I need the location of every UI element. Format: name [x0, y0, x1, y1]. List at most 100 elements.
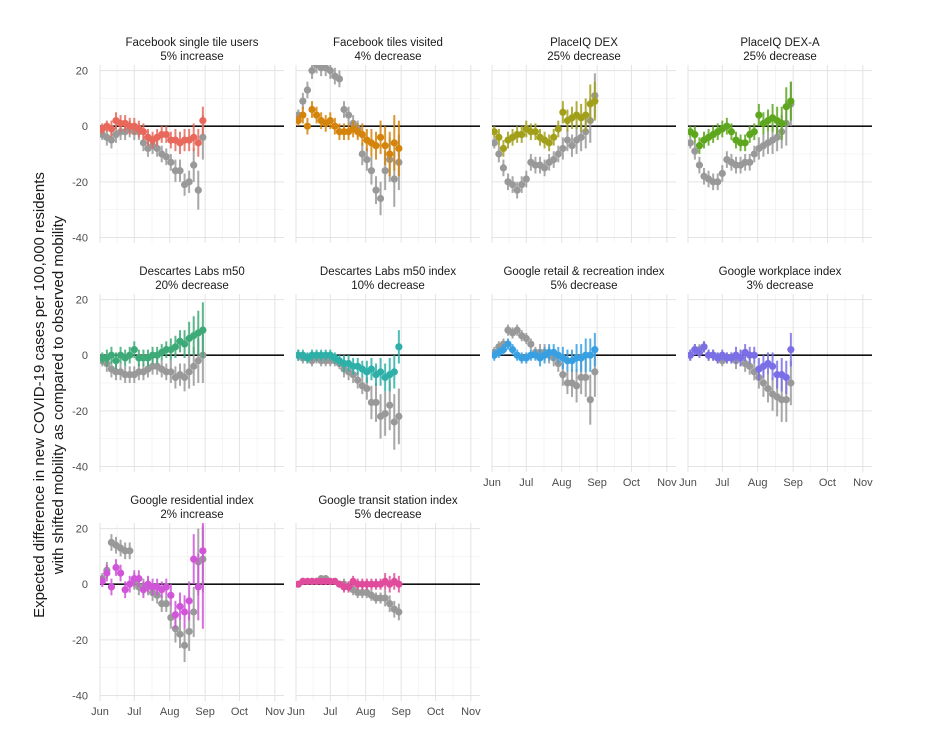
shifted-point — [162, 583, 170, 591]
x-tick-label: Jun — [287, 706, 305, 718]
observed-point — [714, 178, 722, 186]
observed-point — [386, 600, 394, 608]
observed-point — [577, 133, 585, 141]
shifted-point — [787, 346, 795, 354]
shifted-point — [695, 142, 704, 150]
shifted-point — [755, 111, 763, 119]
shifted-point — [167, 591, 175, 599]
y-tick-label: -20 — [72, 177, 88, 189]
shifted-point — [303, 122, 312, 130]
shifted-point — [171, 611, 180, 619]
panel-title: Google transit station index — [318, 495, 458, 507]
shifted-point — [308, 105, 316, 114]
observed-point — [162, 153, 170, 161]
shifted-point — [376, 368, 385, 376]
shifted-point — [395, 343, 403, 351]
y-axis-title: Expected difference in new COVID-19 case… — [31, 172, 67, 618]
observed-point — [185, 627, 193, 636]
shifted-point — [331, 122, 339, 130]
observed-point — [568, 142, 576, 150]
observed-point — [522, 175, 530, 183]
panel-subtitle: 3% decrease — [746, 280, 813, 292]
y-axis-title-line2: with shifted mobility as compared to obs… — [50, 215, 67, 575]
x-tick-label: Oct — [231, 706, 248, 718]
shifted-point — [199, 547, 207, 555]
x-tick-label: Nov — [265, 706, 285, 718]
observed-point — [167, 368, 175, 376]
shifted-point — [591, 97, 599, 105]
observed-point — [750, 150, 758, 158]
y-tick-label: -40 — [72, 690, 88, 702]
observed-point — [518, 180, 526, 189]
observed-point — [162, 600, 170, 608]
observed-point — [199, 133, 207, 141]
shifted-point — [504, 340, 512, 348]
panel-subtitle: 5% decrease — [354, 509, 421, 521]
panel-data — [492, 73, 599, 199]
observed-point — [372, 398, 380, 407]
shifted-point — [372, 142, 380, 150]
observed-point — [513, 326, 521, 334]
observed-point — [344, 111, 353, 119]
shifted-point — [778, 119, 786, 128]
observed-point — [299, 97, 307, 105]
y-tick-label: -40 — [72, 461, 88, 473]
shifted-point — [358, 130, 366, 139]
observed-point — [326, 66, 334, 75]
shifted-point — [312, 111, 321, 119]
shifted-point — [326, 117, 334, 125]
panel-subtitle: 25% decrease — [743, 51, 817, 63]
shifted-point — [121, 586, 129, 594]
facet-panel: Google workplace index 3% decrease Jun Jul A… — [679, 266, 873, 489]
observed-point — [185, 368, 193, 376]
shifted-point — [499, 346, 508, 354]
observed-point — [513, 186, 521, 194]
shifted-point — [554, 125, 562, 133]
x-tick-label: Jul — [715, 477, 729, 489]
panel-data — [296, 330, 403, 450]
observed-point — [495, 150, 503, 158]
observed-point — [563, 136, 572, 144]
observed-point — [358, 150, 366, 158]
panel-data — [296, 65, 403, 216]
shifted-point — [162, 130, 170, 139]
observed-point — [695, 161, 704, 169]
facet-panel: Descartes Labs m50 index 10% decrease — [295, 266, 480, 472]
observed-point — [153, 144, 161, 153]
panel-title: Facebook tiles visited — [333, 37, 443, 49]
y-tick-label: 20 — [76, 524, 88, 536]
observed-point — [718, 169, 726, 178]
observed-point — [194, 357, 202, 365]
shifted-point — [390, 368, 398, 376]
shifted-point — [199, 326, 207, 334]
observed-point — [185, 178, 193, 186]
observed-point — [363, 384, 371, 393]
observed-point — [190, 608, 198, 616]
shifted-point — [787, 97, 795, 105]
shifted-point — [180, 608, 189, 616]
shifted-point — [107, 351, 116, 359]
shifted-point — [190, 133, 198, 141]
y-tick-label: 20 — [76, 66, 88, 78]
x-tick-label: Oct — [623, 477, 640, 489]
shifted-point — [107, 125, 116, 133]
facet-panel: PlaceIQ DEX-A 25% decrease — [687, 37, 872, 243]
panel-data — [100, 523, 207, 663]
observed-point — [691, 147, 699, 155]
observed-point — [180, 641, 189, 649]
x-tick-label: Jun — [679, 477, 697, 489]
shifted-point — [586, 351, 594, 359]
observed-point — [180, 373, 189, 382]
observed-point — [126, 547, 134, 555]
shifted-point — [194, 139, 202, 147]
shifted-point — [171, 343, 180, 351]
x-tick-label: Sep — [195, 706, 215, 718]
observed-point — [139, 139, 148, 147]
x-tick-label: Nov — [657, 477, 677, 489]
observed-point — [376, 194, 385, 203]
x-tick-label: Jul — [519, 477, 533, 489]
shifted-point — [386, 150, 394, 158]
observed-point — [381, 409, 389, 418]
observed-point — [508, 180, 517, 189]
